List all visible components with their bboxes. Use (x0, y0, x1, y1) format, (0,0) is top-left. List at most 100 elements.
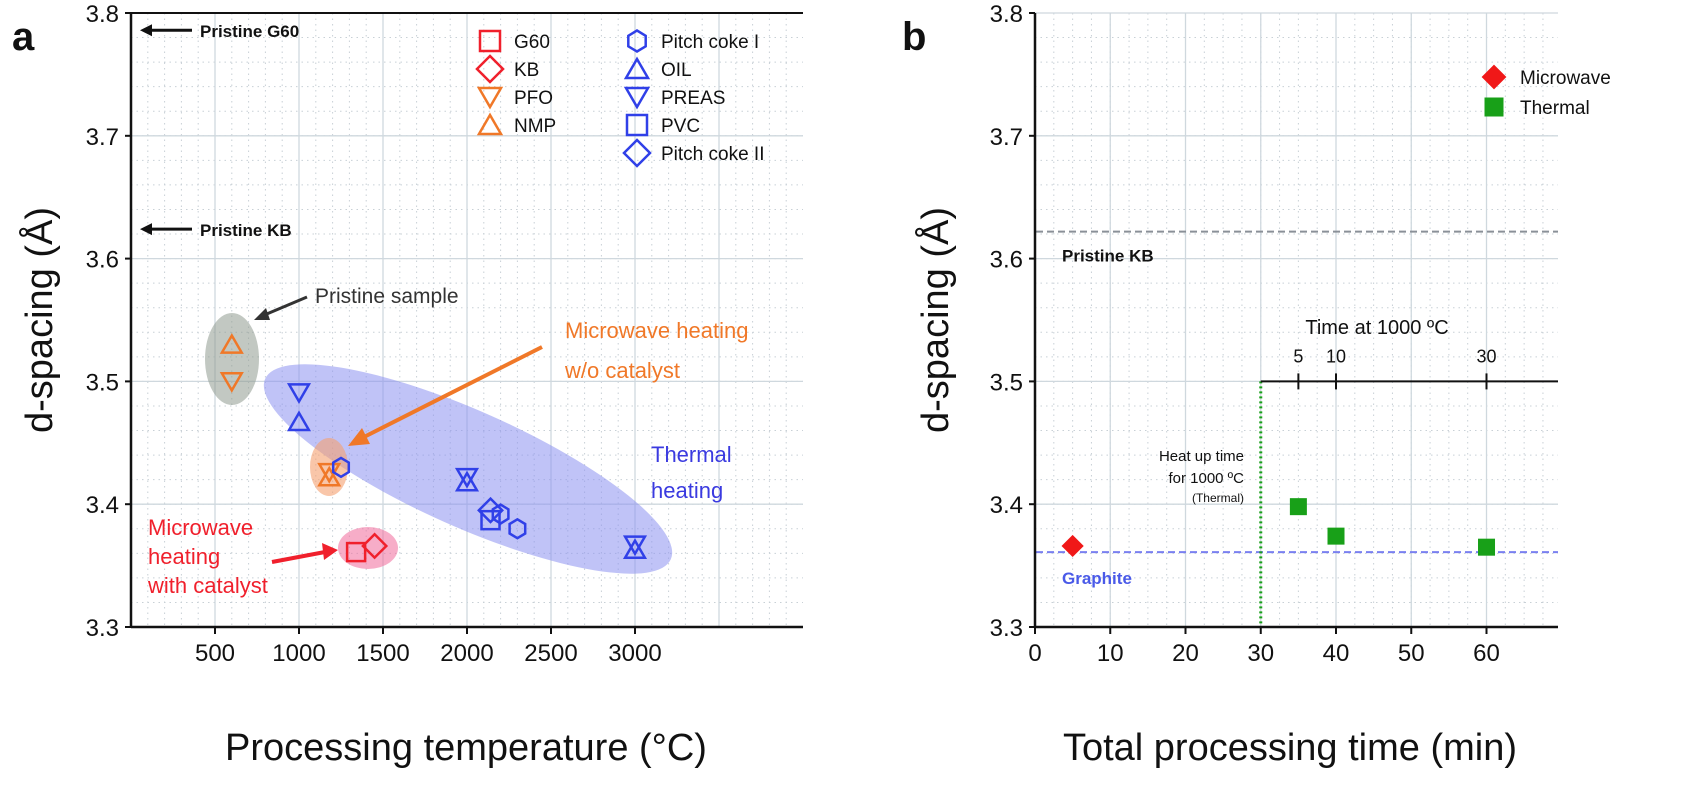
data-point-oil (454, 470, 480, 492)
mw-no-catalyst-text-2: w/o catalyst (564, 358, 680, 383)
secondary-axis-tick-label: 5 (1293, 346, 1303, 366)
pristine-sample-arrowhead (254, 308, 270, 320)
panel-a-annotations: Pristine sample Microwave heating w/o ca… (147, 285, 748, 598)
mw-catalyst-arrowhead (322, 543, 338, 560)
legend-marker-pfo (476, 86, 504, 110)
microwave-catalyst-region (338, 527, 398, 569)
mw-catalyst-arrow (271, 550, 326, 564)
legend-label: Pitch coke I (661, 32, 759, 53)
reference-arrowhead (140, 223, 152, 236)
x-tick-label: 1500 (356, 640, 409, 667)
panel-a-marks (219, 333, 648, 563)
data-point-pitch-coke-i (331, 456, 351, 479)
reference-label: Pristine KB (1062, 247, 1154, 266)
panel-b-reference-lines: Pristine KB Graphite 5 10 30 (1036, 230, 1558, 627)
panel-b-ylabel: d-spacing (Å) (913, 207, 957, 433)
panel-a-legend: G60 KB PFO NMP Pitch coke I OIL PREAS PVC Pitch … (475, 29, 765, 168)
data-point-oil (286, 410, 312, 432)
data-point-pitch-coke-ii (477, 496, 504, 524)
y-tick-label: 3.4 (86, 492, 119, 519)
y-tick-label: 3.8 (990, 1, 1023, 28)
y-tick-label: 3.3 (990, 615, 1023, 642)
pristine-sample-text: Pristine sample (315, 285, 459, 308)
thermal-heating-text-1: Thermal (651, 442, 732, 467)
data-point-preas (454, 467, 480, 489)
y-tick-label: 3.4 (990, 492, 1023, 519)
y-tick-label: 3.5 (86, 369, 119, 396)
legend-marker-preas (623, 86, 651, 110)
mw-no-catalyst-text-1: Microwave heating (565, 318, 748, 343)
x-tick-label: 3000 (608, 640, 661, 667)
pristine-sample-region (205, 313, 259, 405)
legend-marker-pitch-coke-ii (622, 138, 652, 168)
x-tick-label: 20 (1172, 640, 1199, 667)
legend-marker-nmp (476, 112, 504, 136)
legend-marker-kb (475, 54, 505, 84)
legend-label: Pitch coke II (661, 144, 765, 165)
mw-no-catalyst-arrow (361, 345, 543, 440)
data-point-pfo (219, 372, 244, 393)
legend-marker-microwave (1481, 64, 1507, 90)
y-tick-label: 3.6 (990, 247, 1023, 274)
panel-b-label: b (902, 15, 926, 59)
x-tick-label: 2500 (524, 640, 577, 667)
reference-label: Graphite (1062, 569, 1132, 588)
legend-marker-g60 (478, 29, 502, 53)
data-point-preas (622, 535, 648, 557)
data-point-kb (361, 532, 389, 560)
mw-catalyst-text-1: Microwave (148, 515, 253, 540)
mw-catalyst-text-2: heating (148, 544, 220, 569)
data-point-pvc (480, 509, 501, 531)
legend-label: Microwave (1520, 68, 1611, 89)
panel-b-xlabel: Total processing time (min) (1063, 727, 1517, 769)
legend-marker-oil (623, 56, 651, 80)
x-tick-label: 60 (1473, 640, 1500, 667)
data-point-thermal (1289, 498, 1307, 516)
x-tick-label: 10 (1097, 640, 1124, 667)
data-point-preas (286, 383, 312, 404)
x-tick-label: 40 (1323, 640, 1350, 667)
legend-marker-pvc (625, 113, 649, 137)
legend-label: KB (514, 60, 539, 81)
legend-label: NMP (514, 116, 556, 137)
panel-a-axes: 3.3 3.4 3.5 3.6 3.7 3.8 500 1000 1500 2000 2500 300… (86, 1, 803, 667)
mw-catalyst-text-3: with catalyst (147, 573, 268, 598)
data-point-oil (622, 538, 648, 559)
x-tick-label: 30 (1247, 640, 1274, 667)
y-tick-label: 3.6 (86, 247, 119, 274)
y-tick-label: 3.5 (990, 369, 1023, 396)
heatup-text-2: for 1000 ºC (1168, 470, 1244, 487)
heatup-text-3: (Thermal) (1192, 491, 1244, 505)
heatup-text-1: Heat up time (1159, 448, 1244, 465)
pristine-sample-arrow (261, 295, 308, 318)
thermal-heating-text-2: heating (651, 478, 723, 503)
legend-marker-thermal (1484, 97, 1504, 117)
panel-b-legend: Microwave Thermal (1481, 64, 1611, 119)
panel-a-xlabel: Processing temperature (°C) (225, 727, 707, 769)
legend-label: PVC (661, 116, 700, 137)
data-point-nmp (317, 465, 342, 487)
secondary-axis-title: Time at 1000 ºC (1305, 317, 1448, 339)
y-tick-label: 3.3 (86, 615, 119, 642)
y-tick-label: 3.8 (86, 1, 119, 28)
legend-label: PFO (514, 88, 553, 109)
data-point-thermal (1478, 538, 1496, 556)
panel-b-axes: 3.3 3.4 3.5 3.6 3.7 3.8 0 10 20 30 40 50 60 (990, 1, 1558, 667)
legend-label: OIL (661, 60, 692, 81)
panel-b-annotations: Heat up time for 1000 ºC (Thermal) Time … (1159, 317, 1449, 505)
x-tick-label: 500 (195, 640, 235, 667)
panel-a-label: a (12, 15, 35, 59)
legend-marker-pitch-coke-i (627, 29, 647, 53)
mw-no-catalyst-arrowhead (348, 428, 370, 446)
y-tick-label: 3.7 (990, 124, 1023, 151)
legend-label: PREAS (661, 88, 725, 109)
x-tick-label: 2000 (440, 640, 493, 667)
secondary-axis-tick-label: 30 (1476, 346, 1496, 366)
y-tick-label: 3.7 (86, 124, 119, 151)
data-point-g60 (345, 541, 367, 563)
data-point-thermal (1327, 527, 1345, 545)
panel-a-reference-arrows: Pristine G60 Pristine KB (140, 22, 299, 240)
reference-arrowhead (140, 24, 152, 37)
panel-b-grid (1035, 12, 1558, 628)
